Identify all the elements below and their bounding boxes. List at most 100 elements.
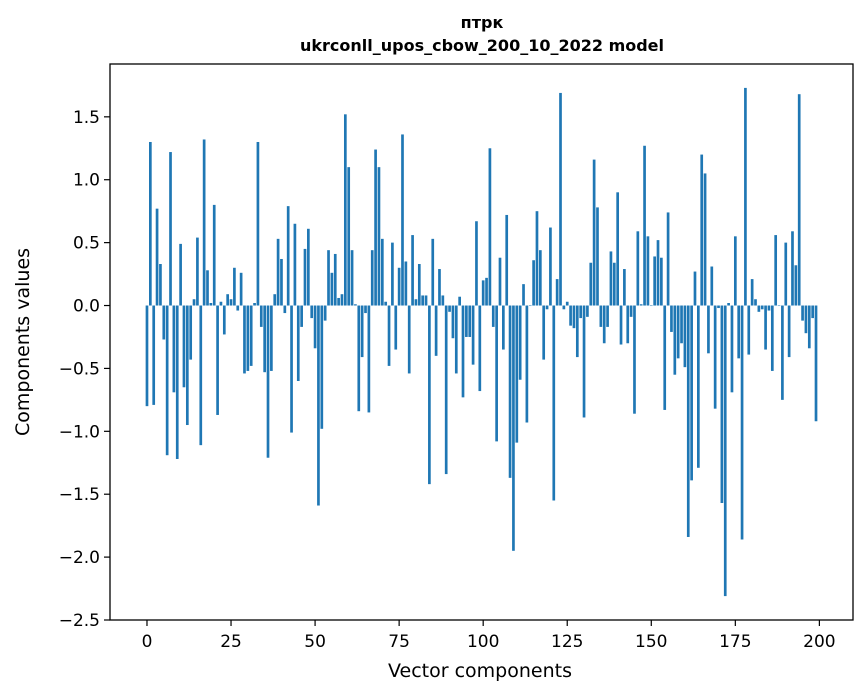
- bar-component-97: [471, 305, 475, 365]
- bar-component-146: [636, 231, 640, 306]
- bar-component-92: [454, 305, 458, 374]
- bar-component-65: [364, 305, 367, 314]
- bar-component-145: [633, 305, 636, 414]
- bar-component-46: [300, 305, 303, 327]
- y-tick-label: −0.5: [59, 359, 100, 379]
- bar-component-115: [532, 260, 535, 306]
- bar-component-186: [770, 305, 774, 371]
- bar-component-106: [502, 305, 505, 350]
- bar-component-159: [680, 305, 683, 344]
- bar-component-49: [310, 305, 314, 319]
- bar-component-102: [488, 148, 492, 306]
- bar-component-138: [609, 251, 613, 306]
- bar-component-113: [525, 305, 529, 423]
- bar-component-168: [710, 266, 714, 306]
- x-tick-label: 100: [467, 632, 499, 652]
- bar-component-37: [270, 305, 273, 371]
- bar-component-39: [276, 238, 280, 306]
- bar-component-5: [162, 305, 166, 340]
- bar-component-107: [505, 214, 509, 306]
- bar-component-124: [562, 305, 566, 310]
- bar-component-111: [518, 305, 522, 380]
- bar-component-144: [629, 305, 633, 317]
- bar-component-191: [787, 305, 791, 358]
- bar-component-193: [794, 265, 798, 306]
- bar-component-125: [565, 301, 569, 306]
- bar-component-55: [330, 272, 334, 306]
- bar-component-98: [475, 221, 478, 306]
- bar-component-13: [189, 305, 193, 360]
- y-tick-label: −1.5: [59, 485, 100, 505]
- bar-component-82: [421, 295, 425, 306]
- bar-component-36: [266, 305, 270, 458]
- bar-component-89: [444, 305, 448, 475]
- bar-component-34: [259, 305, 263, 327]
- bar-component-88: [441, 295, 445, 306]
- x-axis-label: Vector components: [388, 660, 572, 682]
- bar-component-197: [807, 305, 811, 349]
- bar-component-50: [313, 305, 317, 349]
- bar-component-72: [387, 305, 391, 366]
- bar-component-141: [619, 305, 623, 345]
- bar-component-170: [717, 305, 720, 309]
- bar-component-120: [549, 227, 552, 306]
- bar-component-51: [317, 305, 320, 506]
- bar-component-174: [730, 305, 734, 393]
- plot-frame: [109, 63, 854, 621]
- bar-component-114: [528, 305, 532, 307]
- y-tick-label: −2.5: [59, 611, 100, 631]
- bar-component-143: [626, 305, 630, 344]
- y-tick-label: −1.0: [59, 422, 100, 442]
- bar-component-6: [165, 305, 169, 456]
- bar-component-7: [169, 152, 172, 306]
- bar-component-153: [660, 257, 663, 306]
- bar-component-12: [185, 305, 189, 426]
- bar-component-121: [552, 305, 556, 501]
- y-tick-label: −2.0: [59, 548, 100, 568]
- bar-component-85: [431, 238, 435, 306]
- bar-component-199: [814, 305, 818, 422]
- bar-component-188: [777, 305, 781, 307]
- bar-component-99: [478, 305, 482, 392]
- bar-component-175: [733, 236, 737, 306]
- bar-component-43: [290, 305, 293, 433]
- bar-component-142: [623, 269, 626, 306]
- bar-component-84: [428, 305, 431, 485]
- bar-component-152: [656, 240, 660, 306]
- bar-component-56: [333, 253, 337, 306]
- bar-component-147: [639, 304, 643, 306]
- bar-component-117: [538, 250, 542, 306]
- x-tick-label: 200: [803, 632, 835, 652]
- bar-component-126: [569, 305, 572, 326]
- bar-component-47: [303, 248, 307, 306]
- bar-component-148: [643, 145, 646, 306]
- bar-component-135: [599, 305, 603, 327]
- bar-component-4: [159, 264, 162, 306]
- bar-component-21: [216, 305, 219, 415]
- bar-component-116: [535, 211, 539, 306]
- bar-component-33: [256, 141, 260, 306]
- y-tick-label: 0.5: [73, 234, 100, 254]
- bar-component-30: [246, 305, 250, 371]
- bar-component-86: [434, 305, 438, 356]
- bar-component-178: [744, 87, 747, 306]
- bar-component-182: [757, 305, 761, 312]
- bar-component-15: [196, 237, 199, 306]
- bar-component-40: [280, 258, 283, 306]
- bar-component-71: [384, 301, 388, 306]
- bar-component-64: [360, 305, 364, 358]
- bar-component-2: [152, 305, 156, 405]
- bar-component-119: [545, 305, 549, 310]
- bar-component-161: [686, 305, 690, 537]
- bar-component-122: [555, 279, 559, 306]
- bar-component-1: [149, 141, 152, 306]
- bar-component-134: [596, 207, 599, 306]
- bar-component-132: [589, 262, 593, 306]
- bar-component-41: [283, 305, 287, 314]
- bar-component-29: [243, 305, 246, 374]
- y-axis-label: Components values: [12, 248, 34, 436]
- bar-component-23: [222, 305, 226, 335]
- bar-component-54: [327, 250, 330, 306]
- bar-component-112: [522, 284, 525, 306]
- bar-component-31: [249, 305, 253, 366]
